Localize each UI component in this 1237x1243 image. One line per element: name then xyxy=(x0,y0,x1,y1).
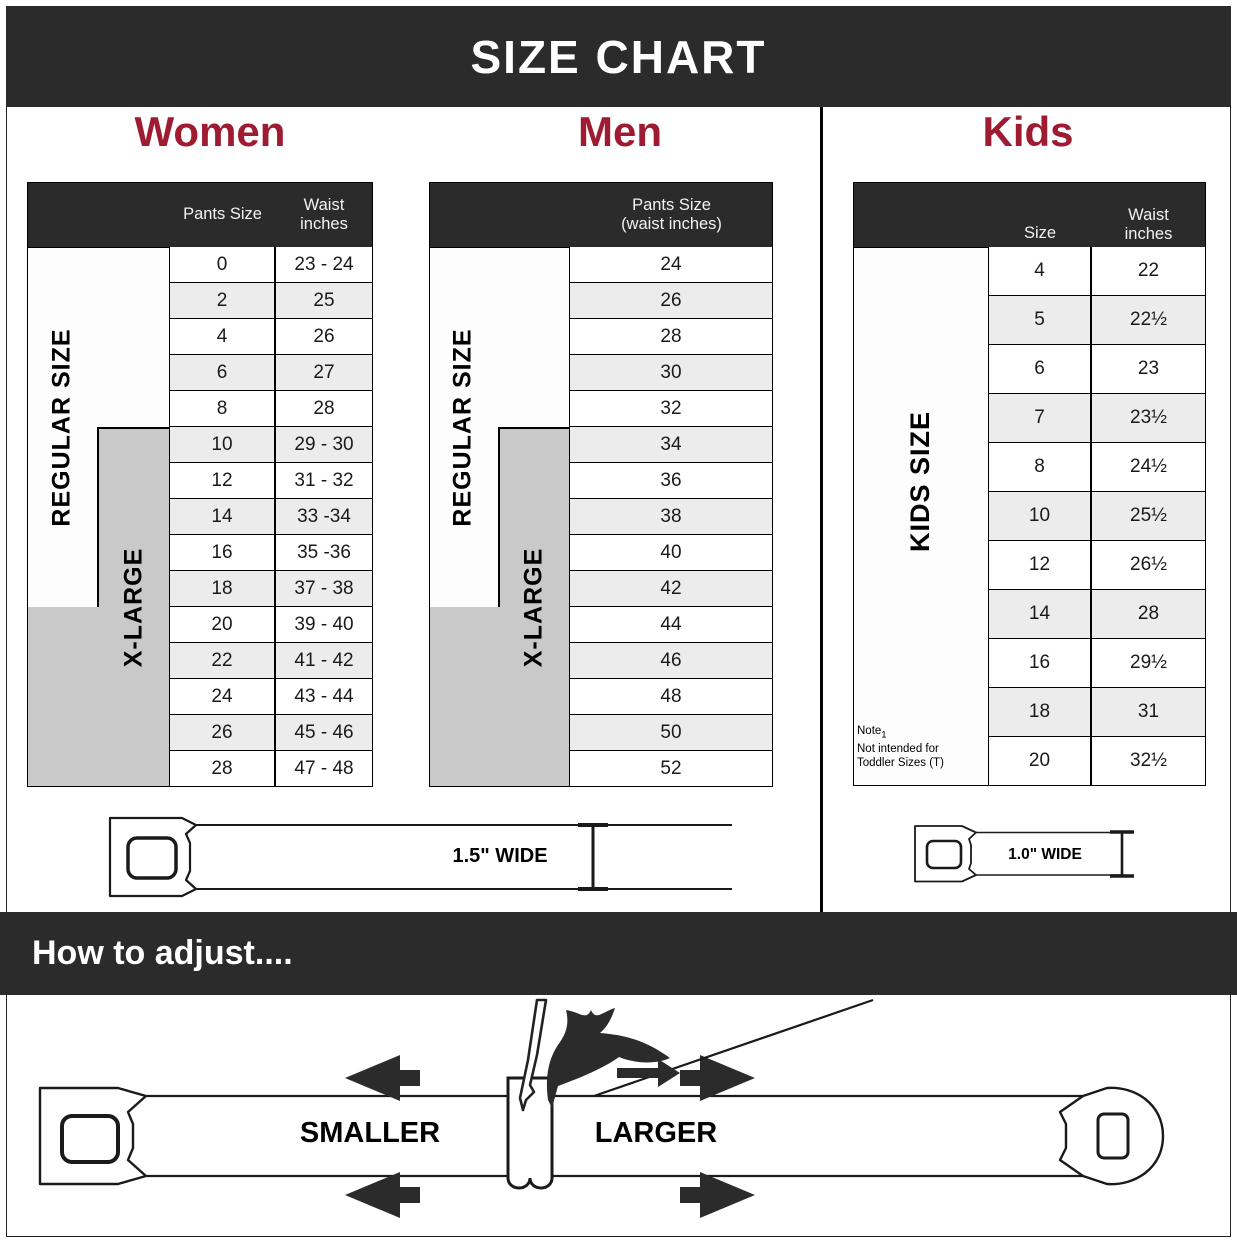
svg-text:LARGER: LARGER xyxy=(595,1117,718,1149)
svg-text:SMALLER: SMALLER xyxy=(300,1117,440,1149)
